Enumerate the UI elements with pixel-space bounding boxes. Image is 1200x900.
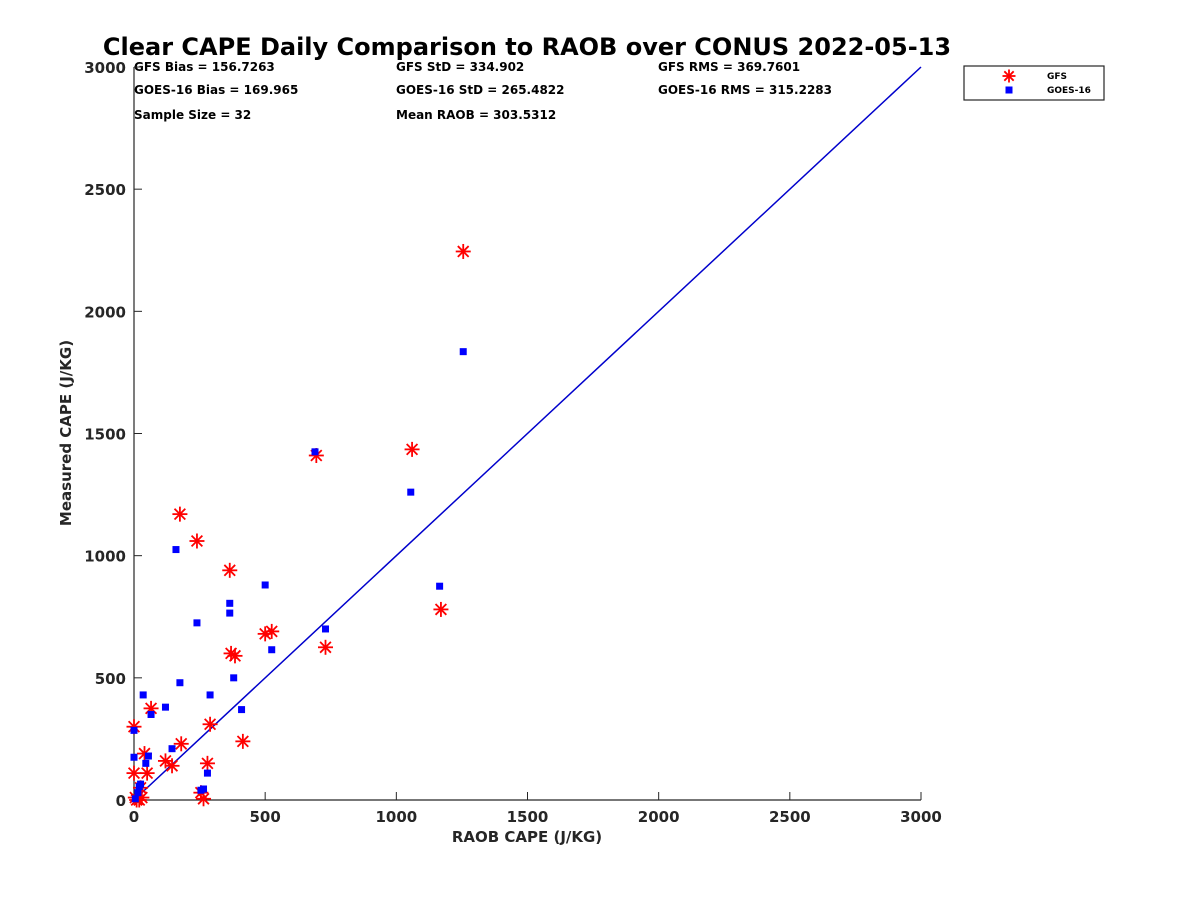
gfs-point [189, 533, 205, 549]
gfs-point [235, 733, 251, 749]
goes16-point [226, 599, 234, 607]
legend-label: GOES-16 [1047, 86, 1091, 96]
goes16-point [147, 710, 155, 718]
gfs-point [257, 626, 273, 642]
gfs-point [199, 755, 215, 771]
goes16-point [131, 795, 139, 803]
gfs-point [126, 765, 142, 781]
legend-marker-gfs [1002, 69, 1016, 83]
stat-label: Sample Size = 32 [134, 108, 251, 122]
axes: 0 500 1000 1500 2000 2500 3000 0 500 1000 1500 2000… [84, 59, 942, 826]
goes16-point [200, 785, 208, 793]
goes16-point [268, 646, 276, 654]
chart-title: Clear CAPE Daily Comparison to RAOB over… [103, 33, 951, 61]
y-tick-label: 2500 [84, 181, 126, 199]
series-gfs [126, 243, 471, 808]
goes16-point [130, 753, 138, 761]
gfs-point [164, 758, 180, 774]
goes16-point [203, 769, 211, 777]
stat-label: GOES-16 RMS = 315.2283 [658, 83, 832, 97]
gfs-point [202, 716, 218, 732]
goes16-point [142, 759, 150, 767]
goes16-point [130, 726, 138, 734]
x-tick-label: 3000 [900, 808, 942, 826]
stat-label: GFS RMS = 369.7601 [658, 60, 800, 74]
y-tick-label: 0 [116, 792, 126, 810]
x-axis-label: RAOB CAPE (J/KG) [452, 828, 602, 846]
goes16-point [322, 625, 330, 633]
stat-label: GFS StD = 334.902 [396, 60, 524, 74]
stat-label: GOES-16 Bias = 169.965 [134, 83, 298, 97]
goes16-point [193, 619, 201, 627]
goes16-point [161, 703, 169, 711]
stat-label: GOES-16 StD = 265.4822 [396, 83, 565, 97]
y-tick-label: 3000 [84, 59, 126, 77]
series-goes-16 [130, 348, 467, 803]
goes16-point [436, 582, 444, 590]
legend-box [963, 65, 1105, 101]
goes16-point [459, 348, 467, 356]
goes16-point [144, 752, 152, 760]
x-tick-label: 0 [129, 808, 139, 826]
legend-label: GFS [1047, 72, 1067, 82]
goes16-point [139, 691, 147, 699]
goes16-point [134, 789, 142, 797]
x-tick-label: 2000 [638, 808, 680, 826]
legend: GFS GOES-16 [963, 65, 1105, 101]
goes16-point [230, 674, 238, 682]
data-points [126, 243, 471, 808]
goes16-point [206, 691, 214, 699]
gfs-point [404, 441, 420, 457]
stat-label: Mean RAOB = 303.5312 [396, 108, 556, 122]
gfs-point [227, 648, 243, 664]
gfs-point [318, 639, 334, 655]
x-tick-label: 1000 [375, 808, 417, 826]
x-tick-label: 1500 [507, 808, 549, 826]
goes16-point [226, 609, 234, 617]
y-tick-label: 1000 [84, 548, 126, 566]
reference-line-group [133, 66, 922, 801]
gfs-point [173, 736, 189, 752]
y-tick-label: 500 [95, 670, 126, 688]
statistics-block: GFS Bias = 156.7263 GFS StD = 334.902 GFS … [134, 60, 832, 122]
x-tick-label: 500 [250, 808, 281, 826]
goes16-point [172, 546, 180, 554]
goes16-point [168, 745, 176, 753]
legend-marker-goes16 [1005, 86, 1013, 94]
gfs-point [172, 506, 188, 522]
gfs-point [139, 765, 155, 781]
goes16-point [137, 780, 145, 788]
y-axis-label: Measured CAPE (J/KG) [57, 340, 75, 526]
gfs-point [222, 562, 238, 578]
stat-label: GFS Bias = 156.7263 [134, 60, 275, 74]
gfs-point [455, 243, 471, 259]
x-tick-label: 2500 [769, 808, 811, 826]
gfs-point [264, 623, 280, 639]
goes16-point [311, 448, 319, 456]
y-tick-label: 1500 [84, 426, 126, 444]
y-tick-label: 2000 [84, 303, 126, 321]
goes16-point [176, 679, 184, 687]
gfs-point [196, 791, 212, 807]
goes16-point [238, 706, 246, 714]
one-to-one-line [133, 66, 922, 801]
gfs-point [433, 601, 449, 617]
goes16-point [261, 581, 269, 589]
goes16-point [407, 488, 415, 496]
